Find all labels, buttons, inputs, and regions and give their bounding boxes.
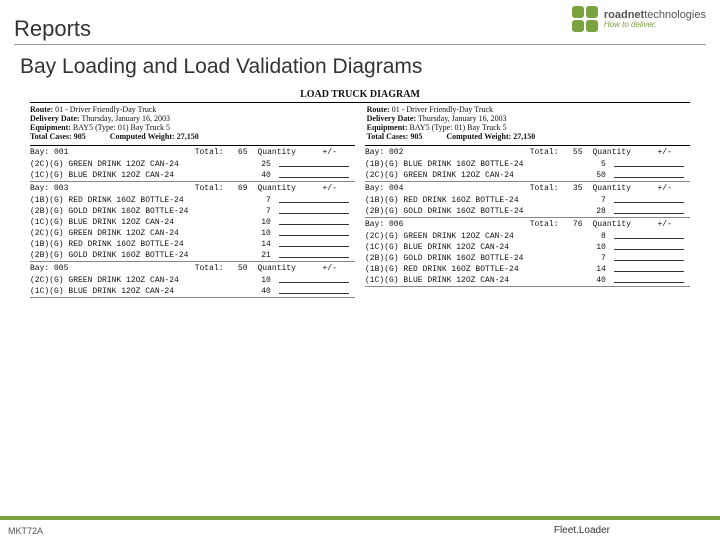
brand-logo: roadnettechnologies How to deliver. [572, 6, 706, 32]
bay-row: (1B)(G) RED DRINK 16OZ BOTTLE-247 [365, 195, 690, 206]
bay-block: Bay: 006Total: 76Quantity+/-(2C)(G) GREE… [365, 218, 690, 287]
bay-row: (2C)(G) GREEN DRINK 12OZ CAN-248 [365, 231, 690, 242]
bay-row: (1B)(G) BLUE DRINK 16OZ BOTTLE-245 [365, 159, 690, 170]
bay-row: (1C)(G) BLUE DRINK 12OZ CAN-2410 [365, 242, 690, 253]
bay-panel-left: Bay: 001Total: 65Quantity+/-(2C)(G) GREE… [30, 145, 355, 298]
bay-row: (1C)(G) BLUE DRINK 12OZ CAN-2440 [30, 170, 355, 181]
bay-row: (2B)(G) GOLD DRINK 16OZ BOTTLE-247 [365, 253, 690, 264]
report-meta: Route: 01 - Driver Friendly-Day Truck De… [30, 105, 690, 141]
bay-row: (1B)(G) RED DRINK 16OZ BOTTLE-247 [30, 195, 355, 206]
bay-row: (1C)(G) BLUE DRINK 12OZ CAN-2440 [30, 286, 355, 297]
bay-row: (1C)(G) BLUE DRINK 12OZ CAN-2410 [30, 217, 355, 228]
bay-row: (2B)(G) GOLD DRINK 16OZ BOTTLE-2428 [365, 206, 690, 217]
brand-sub: technologies [644, 9, 706, 21]
report-title: LOAD TRUCK DIAGRAM [30, 89, 690, 103]
footer-accent-bar [0, 516, 720, 520]
bay-panel-right: Bay: 002Total: 55Quantity+/-(1B)(G) BLUE… [365, 145, 690, 298]
bay-row: (2B)(G) GOLD DRINK 16OZ BOTTLE-2421 [30, 250, 355, 261]
footer-product: Fleet.Loader [554, 525, 610, 536]
report-diagram: LOAD TRUCK DIAGRAM Route: 01 - Driver Fr… [30, 89, 690, 298]
bay-row: (1B)(G) RED DRINK 16OZ BOTTLE-2414 [365, 264, 690, 275]
bay-row: (2C)(G) GREEN DRINK 12OZ CAN-2450 [365, 170, 690, 181]
bay-block: Bay: 005Total: 50Quantity+/-(2C)(G) GREE… [30, 262, 355, 298]
bay-block: Bay: 001Total: 65Quantity+/-(2C)(G) GREE… [30, 146, 355, 182]
bay-row: (2C)(G) GREEN DRINK 12OZ CAN-2410 [30, 228, 355, 239]
bay-row: (2C)(G) GREEN DRINK 12OZ CAN-2425 [30, 159, 355, 170]
footer-code: MKT72A [8, 526, 43, 536]
bay-block: Bay: 002Total: 55Quantity+/-(1B)(G) BLUE… [365, 146, 690, 182]
bay-row: (2C)(G) GREEN DRINK 12OZ CAN-2410 [30, 275, 355, 286]
section-title: Bay Loading and Load Validation Diagrams [0, 45, 720, 85]
bay-block: Bay: 003Total: 69Quantity+/-(1B)(G) RED … [30, 182, 355, 262]
bay-row: (1C)(G) BLUE DRINK 12OZ CAN-2440 [365, 275, 690, 286]
bay-row: (2B)(G) GOLD DRINK 16OZ BOTTLE-247 [30, 206, 355, 217]
bay-block: Bay: 004Total: 35Quantity+/-(1B)(G) RED … [365, 182, 690, 218]
bay-row: (1B)(G) RED DRINK 16OZ BOTTLE-2414 [30, 239, 355, 250]
brand-name: roadnet [604, 9, 644, 21]
logo-mark-icon [572, 6, 598, 32]
brand-tagline: How to deliver. [604, 21, 706, 30]
